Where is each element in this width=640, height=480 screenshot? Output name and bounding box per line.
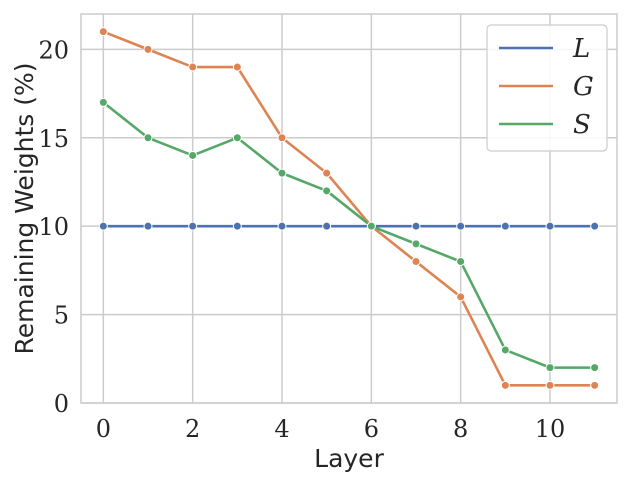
y-tick-label: 5 <box>54 302 69 330</box>
data-point-G <box>277 133 287 143</box>
data-point-G <box>456 292 466 302</box>
legend-label-G: G <box>573 72 594 102</box>
series-lines <box>98 27 600 390</box>
data-point-S <box>322 186 332 196</box>
data-point-L <box>456 221 466 231</box>
data-point-G <box>143 44 153 54</box>
data-point-G <box>411 257 421 267</box>
data-point-G <box>98 27 108 37</box>
y-tick-label: 0 <box>54 390 69 418</box>
data-point-S <box>98 97 108 107</box>
x-tick-label: 8 <box>453 415 468 443</box>
legend-label-L: L <box>572 34 590 64</box>
data-point-S <box>143 133 153 143</box>
data-point-S <box>590 363 600 373</box>
legend-box <box>486 24 608 152</box>
data-point-S <box>188 150 198 160</box>
data-point-S <box>500 345 510 355</box>
data-point-L <box>322 221 332 231</box>
data-point-G <box>322 168 332 178</box>
data-point-L <box>143 221 153 231</box>
tick-labels: 0 2 4 6 8 10 0 5 10 15 20 <box>38 36 565 443</box>
x-tick-label: 10 <box>535 415 566 443</box>
data-point-S <box>411 239 421 249</box>
x-tick-label: 2 <box>185 415 200 443</box>
x-tick-label: 4 <box>274 415 289 443</box>
x-tick-label: 0 <box>96 415 111 443</box>
data-point-S <box>232 133 242 143</box>
data-point-L <box>277 221 287 231</box>
x-tick-label: 6 <box>364 415 379 443</box>
y-tick-label: 20 <box>38 36 69 64</box>
data-point-S <box>277 168 287 178</box>
data-point-G <box>188 62 198 72</box>
series-line-S <box>102 101 595 369</box>
plot-frame <box>80 13 618 404</box>
data-point-G <box>232 62 242 72</box>
data-point-G <box>500 380 510 390</box>
y-tick-label: 15 <box>38 125 69 153</box>
series-line-G <box>102 30 595 387</box>
x-axis-label: Layer <box>314 444 384 473</box>
y-axis-label: Remaining Weights (%) <box>10 62 39 354</box>
data-point-L <box>98 221 108 231</box>
data-point-G <box>590 380 600 390</box>
legend-label-S: S <box>573 110 591 140</box>
legend: LGS <box>486 24 608 152</box>
data-point-S <box>366 221 376 231</box>
data-point-L <box>500 221 510 231</box>
data-point-L <box>590 221 600 231</box>
data-point-L <box>188 221 198 231</box>
data-point-G <box>545 380 555 390</box>
y-tick-label: 10 <box>38 213 69 241</box>
data-point-S <box>456 257 466 267</box>
data-point-S <box>545 363 555 373</box>
data-point-L <box>411 221 421 231</box>
data-point-L <box>232 221 242 231</box>
data-point-L <box>545 221 555 231</box>
